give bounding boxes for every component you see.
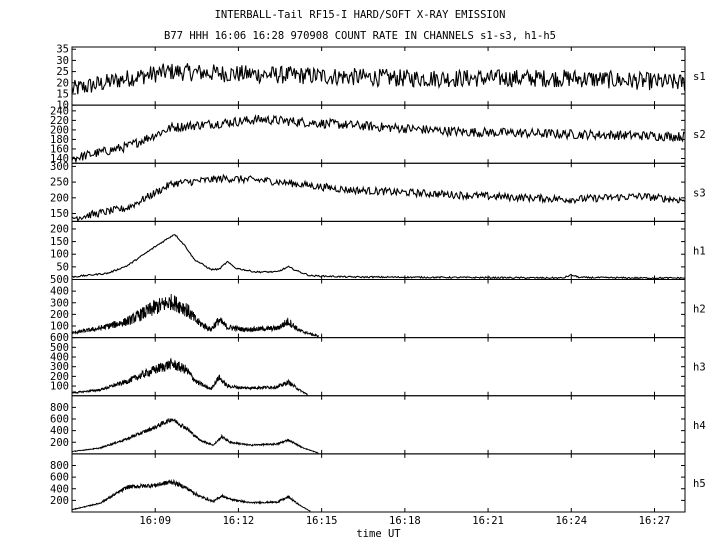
- series-line-h2: [71, 293, 320, 339]
- ytick-label-h3: 600: [50, 332, 69, 344]
- ytick-label-s3: 150: [50, 208, 69, 220]
- channel-label-s1: s1: [693, 71, 706, 83]
- xtick-label: 16:15: [306, 515, 338, 527]
- ytick-label-h1: 50: [56, 261, 69, 273]
- ytick-label-s3: 200: [50, 192, 69, 204]
- chart-title: INTERBALL-Tail RF15-I HARD/SOFT X-RAY EM…: [214, 9, 506, 21]
- series-line-h3: [71, 357, 308, 396]
- panel-frame-s3: [71, 162, 686, 222]
- ytick-label-s2: 180: [50, 134, 69, 146]
- ytick-label-h5: 800: [50, 460, 69, 472]
- ytick-label-h3: 200: [50, 371, 69, 383]
- ytick-label-h1: 150: [50, 236, 69, 248]
- channel-label-h2: h2: [693, 304, 706, 316]
- ytick-label-h5: 200: [50, 495, 69, 507]
- series-line-h1: [72, 234, 685, 280]
- ytick-label-s1: 30: [56, 55, 69, 67]
- ytick-label-s2: 220: [50, 115, 69, 127]
- xtick-label: 16:24: [555, 515, 587, 527]
- ytick-label-s1: 10: [56, 100, 69, 112]
- channel-label-h4: h4: [693, 420, 706, 432]
- ytick-label-h4: 200: [50, 437, 69, 449]
- panel-frame-h1: [71, 220, 686, 280]
- xtick-label: 16:21: [472, 515, 504, 527]
- ytick-label-s2: 240: [50, 105, 69, 117]
- xtick-label: 16:18: [389, 515, 421, 527]
- ytick-label-s2: 160: [50, 143, 69, 155]
- ytick-label-h5: 600: [50, 472, 69, 484]
- x-axis-label: time UT: [356, 528, 401, 540]
- ytick-label-h3: 400: [50, 352, 69, 364]
- channel-label-s2: s2: [693, 129, 706, 141]
- ytick-label-h4: 600: [50, 414, 69, 426]
- ytick-label-h1: 200: [50, 223, 69, 235]
- ytick-label-s3: 250: [50, 177, 69, 189]
- series-line-h5: [71, 478, 311, 512]
- xtick-label: 16:27: [639, 515, 671, 527]
- ytick-label-s3: 300: [50, 161, 69, 173]
- chart-subtitle: B77 HHH 16:06 16:28 970908 COUNT RATE IN…: [164, 30, 556, 42]
- ytick-label-h2: 400: [50, 286, 69, 298]
- series-line-s2: [71, 114, 685, 164]
- ytick-label-h5: 400: [50, 483, 69, 495]
- ytick-label-s1: 25: [56, 66, 69, 78]
- ytick-label-s1: 20: [56, 77, 69, 89]
- ytick-label-h2: 100: [50, 321, 69, 333]
- channel-label-h5: h5: [693, 478, 706, 490]
- channel-label-h3: h3: [693, 362, 706, 374]
- ytick-label-h2: 200: [50, 309, 69, 321]
- ytick-label-s1: 35: [56, 44, 69, 56]
- ytick-label-s2: 200: [50, 124, 69, 136]
- series-line-s1: [71, 63, 686, 95]
- ytick-label-h2: 300: [50, 297, 69, 309]
- ytick-label-s1: 15: [56, 88, 69, 100]
- ytick-label-h4: 400: [50, 425, 69, 437]
- xtick-label: 16:09: [139, 515, 171, 527]
- channel-label-s3: s3: [693, 187, 706, 199]
- ytick-label-h2: 500: [50, 274, 69, 286]
- series-line-s3: [71, 173, 686, 223]
- ytick-label-h1: 100: [50, 249, 69, 261]
- series-line-h4: [71, 418, 319, 454]
- ytick-label-h3: 500: [50, 342, 69, 354]
- panel-frame-h4: [71, 395, 686, 455]
- ytick-label-s2: 140: [50, 153, 69, 165]
- channel-label-h1: h1: [693, 245, 706, 257]
- ytick-label-h3: 100: [50, 381, 69, 393]
- ytick-label-h4: 800: [50, 402, 69, 414]
- ytick-label-h3: 300: [50, 361, 69, 373]
- xtick-label: 16:12: [223, 515, 255, 527]
- panel-frame-h5: [71, 453, 686, 513]
